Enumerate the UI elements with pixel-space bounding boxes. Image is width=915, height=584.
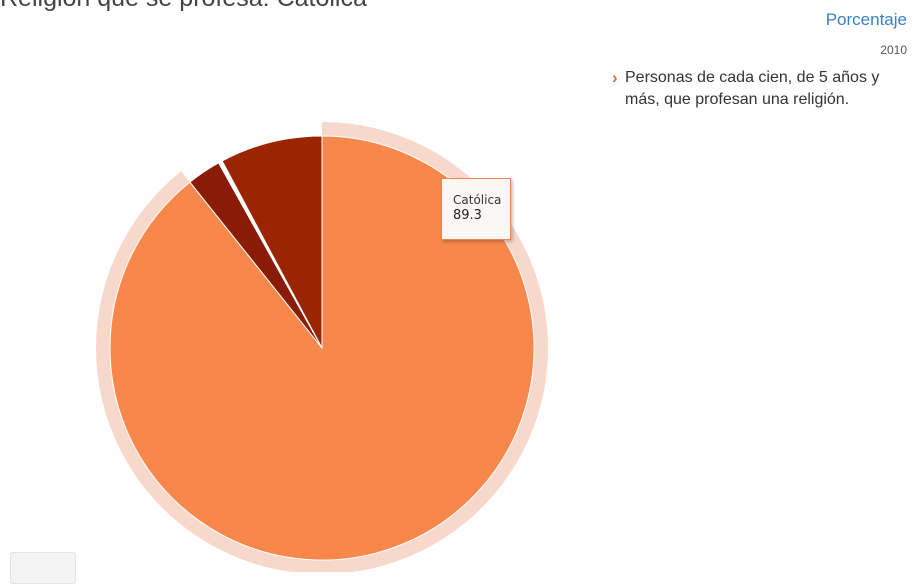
- tooltip-category: Católica: [453, 193, 502, 207]
- chevron-right-icon: ›: [612, 68, 618, 87]
- tooltip-value: 89.3: [453, 208, 482, 223]
- chart-tooltip: Católica 89.3: [441, 178, 511, 240]
- chart-note: › Personas de cada cien, de 5 años y más…: [612, 67, 882, 111]
- chart-menu-button[interactable]: [10, 552, 76, 584]
- year-label: 2010: [880, 43, 907, 57]
- pie-slice-4[interactable]: [221, 135, 323, 349]
- note-text: Personas de cada cien, de 5 años y más, …: [625, 69, 880, 108]
- pie-chart: [96, 122, 548, 572]
- page-title: Religión que se profesa: Católica: [0, 0, 367, 13]
- unit-label[interactable]: Porcentaje: [825, 10, 907, 29]
